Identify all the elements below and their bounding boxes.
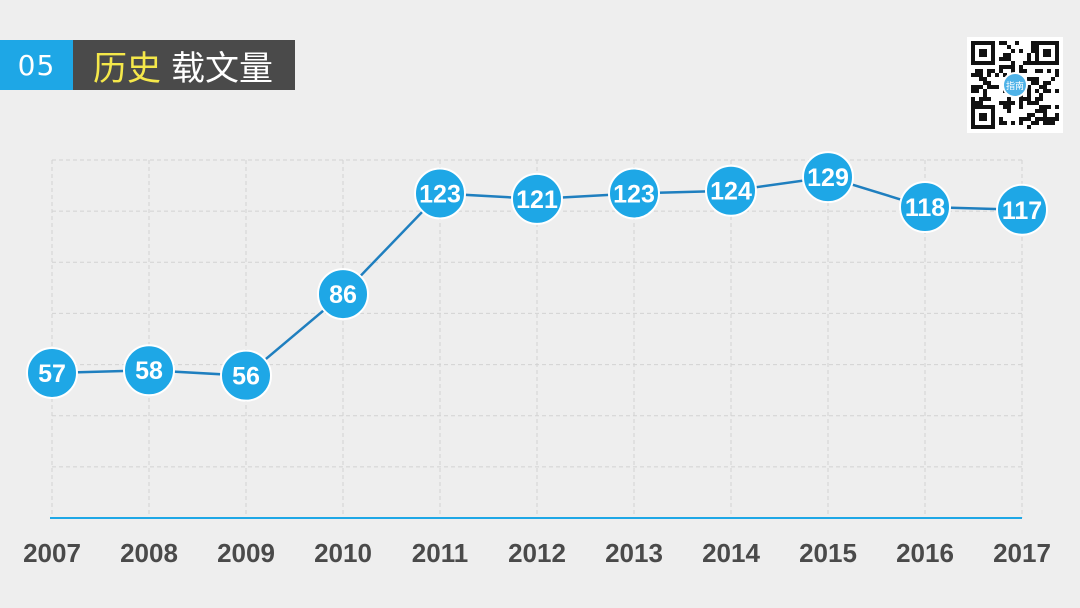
x-tick-label: 2009 <box>217 538 275 568</box>
data-label: 124 <box>710 178 752 206</box>
data-point-marker <box>123 344 175 397</box>
x-tick-label: 2011 <box>412 538 468 568</box>
data-label: 58 <box>135 357 163 385</box>
data-point: 121 <box>511 172 563 225</box>
x-tick-label: 2008 <box>120 538 178 568</box>
data-point: 86 <box>317 268 369 321</box>
title-highlight: 历史 <box>93 48 161 89</box>
qr-badge-text: 指南 <box>1006 80 1024 92</box>
data-point: 57 <box>26 346 78 399</box>
data-label: 117 <box>1002 197 1042 225</box>
x-tick-label: 2016 <box>896 538 954 568</box>
x-tick-label: 2010 <box>314 538 372 568</box>
data-label: 118 <box>905 194 945 222</box>
x-axis-labels: 2007 2008 2009 2010 2011 2012 2013 2014 2015 2016… <box>23 538 1051 568</box>
data-point: 117 <box>996 183 1048 236</box>
section-number: 05 <box>0 40 73 90</box>
data-point: 118 <box>899 181 951 234</box>
data-points: 57 58 56 86 123 121 123 124 129 118 117 <box>26 151 1048 402</box>
data-point-marker <box>220 349 272 402</box>
data-point-marker <box>705 164 757 217</box>
data-label: 129 <box>807 164 849 192</box>
data-point: 123 <box>608 167 660 220</box>
data-point-marker <box>608 167 660 220</box>
x-tick-label: 2015 <box>799 538 857 568</box>
qr-code-icon: 指南 <box>967 37 1063 133</box>
data-point-marker <box>802 151 854 204</box>
page-title: 历史 载文量 <box>73 40 295 90</box>
data-label: 121 <box>516 186 558 214</box>
x-tick-label: 2014 <box>702 538 760 568</box>
data-label: 123 <box>419 180 461 208</box>
data-point-marker <box>511 172 563 225</box>
data-point-marker <box>996 183 1048 236</box>
data-label: 86 <box>329 281 357 309</box>
x-tick-label: 2017 <box>993 538 1051 568</box>
data-point-marker <box>414 167 466 220</box>
title-bar: 05 历史 载文量 <box>0 40 295 90</box>
data-point: 129 <box>802 151 854 204</box>
x-tick-label: 2007 <box>23 538 81 568</box>
title-rest: 载文量 <box>171 48 273 89</box>
data-point-marker <box>899 181 951 234</box>
data-point-marker <box>317 268 369 321</box>
data-label: 123 <box>613 180 655 208</box>
data-point: 123 <box>414 167 466 220</box>
x-tick-label: 2012 <box>508 538 566 568</box>
data-point: 124 <box>705 164 757 217</box>
data-point: 56 <box>220 349 272 402</box>
x-tick-label: 2013 <box>605 538 663 568</box>
data-label: 57 <box>38 360 66 388</box>
data-point-marker <box>26 346 78 399</box>
data-label: 56 <box>232 363 260 391</box>
data-point: 58 <box>123 344 175 397</box>
